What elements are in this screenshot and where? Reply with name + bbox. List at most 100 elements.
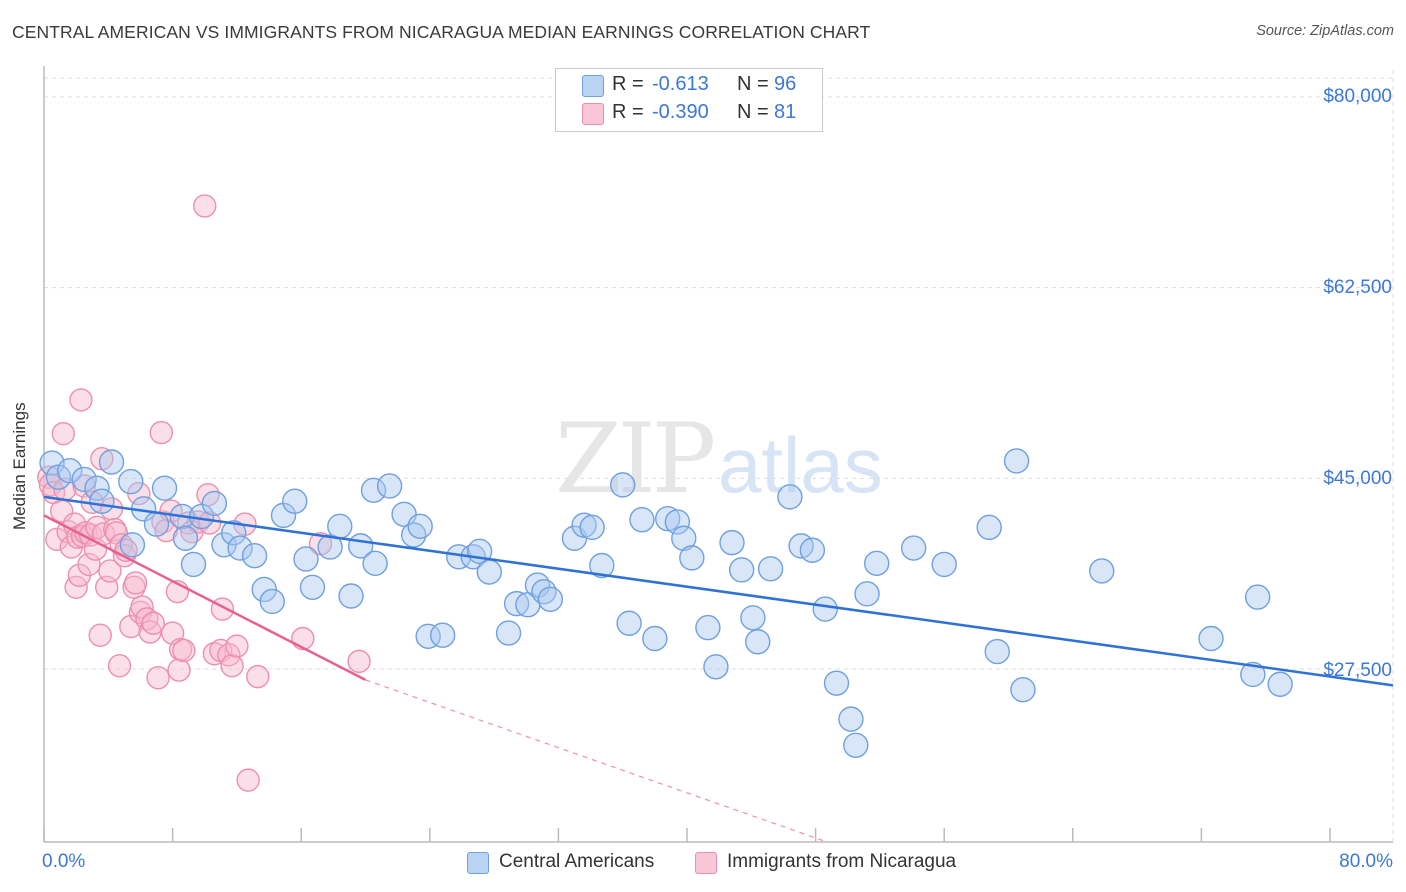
central-americans-data-point [843,732,869,758]
nicaragua-data-point [146,666,170,690]
y-tick-label: $62,500 [1323,277,1392,298]
blue-swatch-icon [582,75,604,97]
x-tick-label: 80.0% [1339,851,1393,872]
central-americans-data-point [664,509,691,535]
watermark: ZIP atlas [555,403,883,515]
central-americans-data-point [401,522,427,548]
central-americans-data-point [327,513,353,539]
central-americans-data-point [299,574,326,600]
central-americans-data-point [854,581,880,607]
nicaragua-data-point [130,595,154,619]
n-label: N = [737,101,769,123]
central-americans-data-point [976,514,1002,541]
central-americans-data-point [655,505,681,532]
nicaragua-data-point [123,571,148,595]
central-americans-data-point [1003,448,1030,474]
nicaragua-data-point [149,420,174,445]
central-americans-data-point [616,610,642,636]
nicaragua-data-point [220,654,244,678]
blue-swatch-icon [467,852,489,874]
central-americans-data-point [180,551,207,578]
x-tick-label: 0.0% [42,851,86,872]
central-americans-trend-line [43,495,1394,687]
nicaragua-trend-line [43,514,367,682]
central-americans-data-point [362,550,388,577]
central-americans-data-point [201,490,228,517]
central-americans-data-point [317,534,343,560]
central-americans-data-point [777,484,803,510]
central-americans-data-point [143,511,170,537]
central-americans-data-point [118,468,144,495]
central-americans-data-point [812,596,838,622]
nicaragua-data-point [98,559,122,583]
central-americans-data-point [220,520,247,546]
chart-title: CENTRAL AMERICAN VS IMMIGRANTS FROM NICA… [12,22,871,42]
nicaragua-data-point [77,552,101,577]
central-americans-data-point [338,583,364,609]
central-americans-data-point [745,629,771,655]
r-value: -0.390 [652,101,709,123]
y-tick-label: $80,000 [1323,86,1392,107]
central-americans-data-point [241,542,268,569]
central-americans-data-point [719,529,745,556]
central-americans-data-point [119,532,146,558]
central-americans-data-point [642,625,668,652]
nicaragua-data-point [141,611,166,635]
central-americans-data-point [429,622,456,648]
series-central-americans-points [39,448,1293,758]
nicaragua-data-point [193,194,217,218]
central-americans-data-point [838,706,864,732]
central-americans-data-point [415,623,441,650]
n-label: N = [737,73,769,95]
central-americans-data-point [98,449,125,475]
central-americans-data-point [1198,625,1224,652]
nicaragua-data-point [291,626,315,651]
central-americans-data-point [728,557,755,583]
central-americans-data-point [227,535,253,561]
central-americans-data-point [57,458,83,484]
central-americans-data-point [1010,677,1036,703]
central-americans-data-point [679,545,705,571]
nicaragua-data-point [51,421,75,446]
nicaragua-data-point [236,768,260,792]
r-label: R = [612,73,644,95]
n-value: 81 [774,101,797,123]
central-americans-data-point [84,475,110,501]
legend-label: Central Americans [499,851,655,872]
nicaragua-data-point [225,634,249,658]
central-americans-data-point [282,488,308,514]
central-americans-data-point [1267,671,1293,697]
central-americans-data-point [579,514,605,541]
central-americans-data-point [71,466,97,493]
central-americans-data-point [671,525,697,551]
central-americans-data-point [931,551,957,578]
central-americans-data-point [89,488,115,514]
nicaragua-data-point [172,638,196,663]
central-americans-data-point [984,638,1010,665]
pink-swatch-icon [582,103,604,125]
y-tick-label: $27,500 [1323,660,1392,681]
nicaragua-data-point [167,658,191,682]
central-americans-data-point [703,654,729,680]
central-americans-data-point [407,513,433,539]
nicaragua-data-point [107,654,132,678]
nicaragua-data-point [69,388,93,412]
correlation-legend: R = -0.613 N = 96 R = -0.390 N = 81 [555,68,823,132]
central-americans-data-point [172,525,199,551]
nicaragua-data-point [85,515,109,540]
nicaragua-trend-extension [365,679,828,843]
central-americans-data-point [151,475,178,501]
central-americans-data-point [589,552,615,579]
central-americans-data-point [476,559,502,585]
central-americans-data-point [823,670,850,696]
central-americans-data-point [757,556,784,582]
central-americans-data-point [695,614,721,641]
central-americans-data-point [293,546,319,572]
r-label: R = [612,101,644,123]
nicaragua-data-point [347,649,371,674]
central-americans-data-point [503,590,530,617]
central-americans-data-point [629,507,655,533]
central-americans-data-point [610,472,636,498]
nicaragua-data-point [45,527,69,552]
central-americans-data-point [537,586,564,612]
